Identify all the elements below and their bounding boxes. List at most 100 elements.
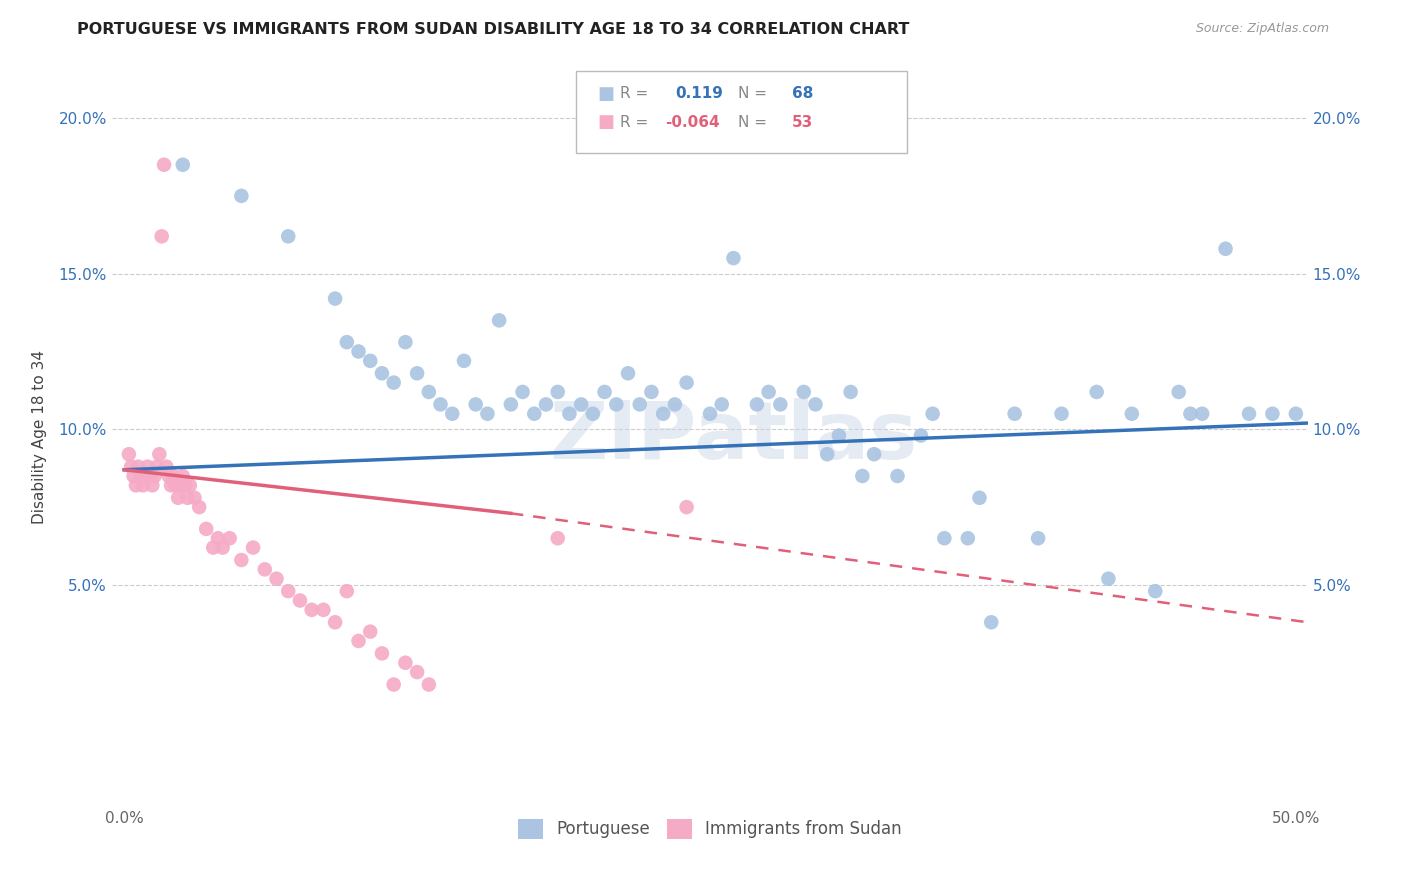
Point [242, 541, 264, 555]
Point [312, 603, 335, 617]
Point [1121, 407, 1143, 421]
Point [188, 500, 211, 515]
Point [710, 397, 733, 411]
Point [211, 541, 233, 555]
Text: 53: 53 [792, 115, 813, 129]
Point [1085, 384, 1108, 399]
Point [146, 459, 169, 474]
Point [512, 384, 534, 399]
Text: Source: ZipAtlas.com: Source: ZipAtlas.com [1195, 22, 1329, 36]
Point [176, 491, 198, 505]
Point [359, 354, 381, 368]
Point [382, 376, 405, 390]
Point [1261, 407, 1284, 421]
Point [569, 397, 592, 411]
Point [956, 531, 979, 545]
Point [120, 459, 142, 474]
Point [969, 491, 991, 505]
Point [675, 500, 697, 515]
Point [418, 384, 440, 399]
Point [793, 384, 815, 399]
Point [172, 469, 194, 483]
Point [886, 469, 908, 483]
Point [153, 158, 176, 172]
Point [253, 562, 276, 576]
Point [382, 677, 405, 691]
Point [1191, 407, 1213, 421]
Point [143, 469, 166, 483]
Y-axis label: Disability Age 18 to 34: Disability Age 18 to 34 [32, 350, 48, 524]
Point [1026, 531, 1049, 545]
Point [453, 354, 475, 368]
Point [336, 335, 359, 350]
Point [150, 229, 173, 244]
Point [640, 384, 662, 399]
Point [323, 292, 346, 306]
Point [582, 407, 605, 421]
Point [118, 447, 141, 461]
Point [371, 647, 394, 661]
Point [558, 407, 581, 421]
Point [207, 531, 229, 545]
Point [266, 572, 288, 586]
Point [652, 407, 675, 421]
Point [139, 469, 162, 483]
Point [499, 397, 522, 411]
Point [488, 313, 510, 327]
Point [1167, 384, 1189, 399]
Point [934, 531, 956, 545]
Point [141, 478, 163, 492]
Text: 68: 68 [792, 87, 813, 101]
Point [202, 541, 225, 555]
Point [160, 478, 183, 492]
Point [851, 469, 873, 483]
Point [129, 469, 152, 483]
Point [547, 384, 569, 399]
Point [157, 469, 180, 483]
Point [758, 384, 780, 399]
Point [406, 366, 429, 380]
Legend: Portuguese, Immigrants from Sudan: Portuguese, Immigrants from Sudan [512, 812, 908, 846]
Text: 0.119: 0.119 [675, 87, 723, 101]
Text: N =: N = [738, 115, 768, 129]
Point [617, 366, 640, 380]
Point [288, 593, 311, 607]
Point [523, 407, 546, 421]
Point [980, 615, 1002, 630]
Point [664, 397, 686, 411]
Point [593, 384, 616, 399]
Point [418, 677, 440, 691]
Point [921, 407, 943, 421]
Point [1180, 407, 1202, 421]
Point [1285, 407, 1308, 421]
Point [1097, 572, 1119, 586]
Point [183, 491, 205, 505]
Point [699, 407, 721, 421]
Point [301, 603, 323, 617]
Point [394, 335, 416, 350]
Point [605, 397, 627, 411]
Point [218, 531, 240, 545]
Point [127, 459, 149, 474]
Point [1004, 407, 1026, 421]
Text: ■: ■ [598, 113, 614, 131]
Text: -0.064: -0.064 [665, 115, 720, 129]
Point [347, 634, 370, 648]
Point [162, 469, 184, 483]
Point [347, 344, 370, 359]
Text: R =: R = [620, 87, 648, 101]
Point [769, 397, 792, 411]
Point [195, 522, 218, 536]
Text: ■: ■ [598, 85, 614, 103]
Point [125, 478, 148, 492]
Point [723, 251, 745, 265]
Point [534, 397, 557, 411]
Point [165, 478, 187, 492]
Point [394, 656, 416, 670]
Point [371, 366, 394, 380]
Point [336, 584, 359, 599]
Text: N =: N = [738, 87, 768, 101]
Point [828, 428, 851, 442]
Point [169, 478, 191, 492]
Point [1050, 407, 1073, 421]
